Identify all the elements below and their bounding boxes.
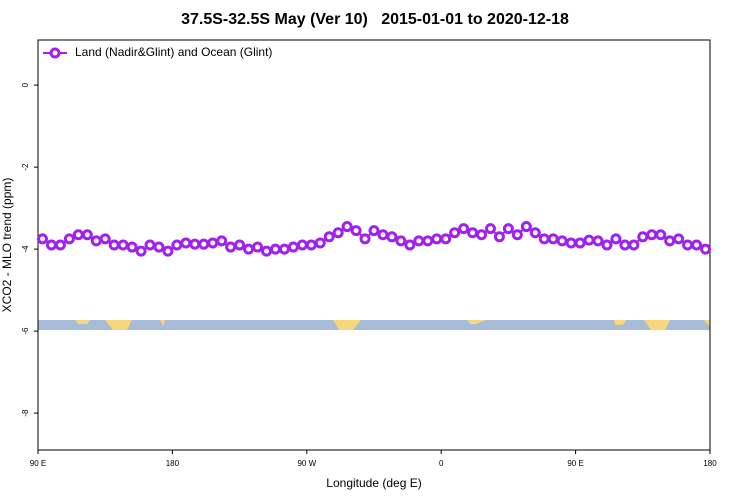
data-point (529, 227, 541, 239)
data-point (395, 235, 407, 247)
data-point (99, 233, 111, 245)
data-point (547, 233, 559, 245)
data-point (368, 225, 380, 237)
data-point (63, 233, 75, 245)
data-point (386, 231, 398, 243)
data-point (502, 223, 514, 235)
data-point (54, 239, 66, 251)
data-point (216, 235, 228, 247)
data-point (583, 234, 595, 246)
legend-label: Land (Nadir&Glint) and Ocean (Glint) (75, 45, 272, 59)
data-point (431, 233, 443, 245)
y-tick-label: -8 (21, 409, 30, 417)
data-point (269, 243, 281, 255)
x-tick-label: 90 W (297, 459, 316, 468)
data-point (135, 245, 147, 257)
data-point (592, 235, 604, 247)
data-point (601, 239, 613, 251)
data-point (189, 238, 201, 250)
y-axis-label: XCO2 - MLO trend (ppm) (0, 178, 14, 313)
data-point (207, 237, 219, 249)
data-point (440, 233, 452, 245)
data-point (305, 239, 317, 251)
data-point (449, 227, 461, 239)
plot-frame (37, 39, 711, 451)
data-point (655, 229, 667, 241)
data-point (637, 231, 649, 243)
data-point (493, 231, 505, 243)
data-point (673, 233, 685, 245)
data-point (359, 233, 371, 245)
x-axis-label: Longitude (deg E) (326, 476, 421, 490)
data-point (252, 241, 264, 253)
legend-marker (49, 47, 61, 59)
data-point (45, 239, 57, 251)
data-point (323, 231, 335, 243)
data-point (458, 223, 470, 235)
x-tick-label: 180 (703, 459, 717, 468)
data-point (377, 229, 389, 241)
data-point (36, 233, 48, 245)
land (76, 320, 710, 330)
data-point (108, 239, 120, 251)
data-point (81, 229, 93, 241)
data-point (332, 227, 344, 239)
data-point (162, 245, 174, 257)
data-point (664, 235, 676, 247)
data-point (126, 241, 138, 253)
x-tick-label: 180 (166, 459, 180, 468)
data-point (260, 245, 272, 257)
data-point (72, 229, 84, 241)
data-point (350, 225, 362, 237)
data-point (296, 239, 308, 251)
data-point (180, 237, 192, 249)
data-point (646, 229, 658, 241)
data-point (556, 235, 568, 247)
y-tick-label: 0 (21, 82, 30, 87)
data-point (153, 241, 165, 253)
data-point (467, 227, 479, 239)
data-point (619, 239, 631, 251)
x-tick-label: 90 E (30, 459, 46, 468)
data-point (90, 235, 102, 247)
data-point (700, 243, 712, 255)
data-point (278, 243, 290, 255)
data-point (538, 233, 550, 245)
chart-title: 37.5S-32.5S May (Ver 10) 2015-01-01 to 2… (181, 11, 569, 28)
data-point (574, 237, 586, 249)
y-tick-label: -2 (21, 163, 30, 171)
data-point (520, 221, 532, 233)
data-point (413, 235, 425, 247)
data-point (243, 243, 255, 255)
data-point (628, 239, 640, 251)
x-tick-label: 90 E (567, 459, 583, 468)
data-point (341, 221, 353, 233)
data-point (484, 223, 496, 235)
map-strip (38, 320, 710, 330)
data-point (565, 237, 577, 249)
data-point (234, 239, 246, 251)
ocean-band (38, 320, 710, 330)
data-point (117, 239, 129, 251)
data-point (511, 229, 523, 241)
data-point (682, 239, 694, 251)
data-point (610, 233, 622, 245)
x-tick-label: 0 (439, 459, 444, 468)
data-point (422, 235, 434, 247)
data-point (476, 229, 488, 241)
data-point (171, 239, 183, 251)
data-point (404, 239, 416, 251)
data-point (144, 239, 156, 251)
data-point (225, 241, 237, 253)
y-tick-label: -6 (21, 327, 30, 335)
data-point (691, 239, 703, 251)
data-point (287, 241, 299, 253)
data-point (198, 238, 210, 250)
data-point (314, 237, 326, 249)
y-tick-label: -4 (21, 245, 30, 253)
